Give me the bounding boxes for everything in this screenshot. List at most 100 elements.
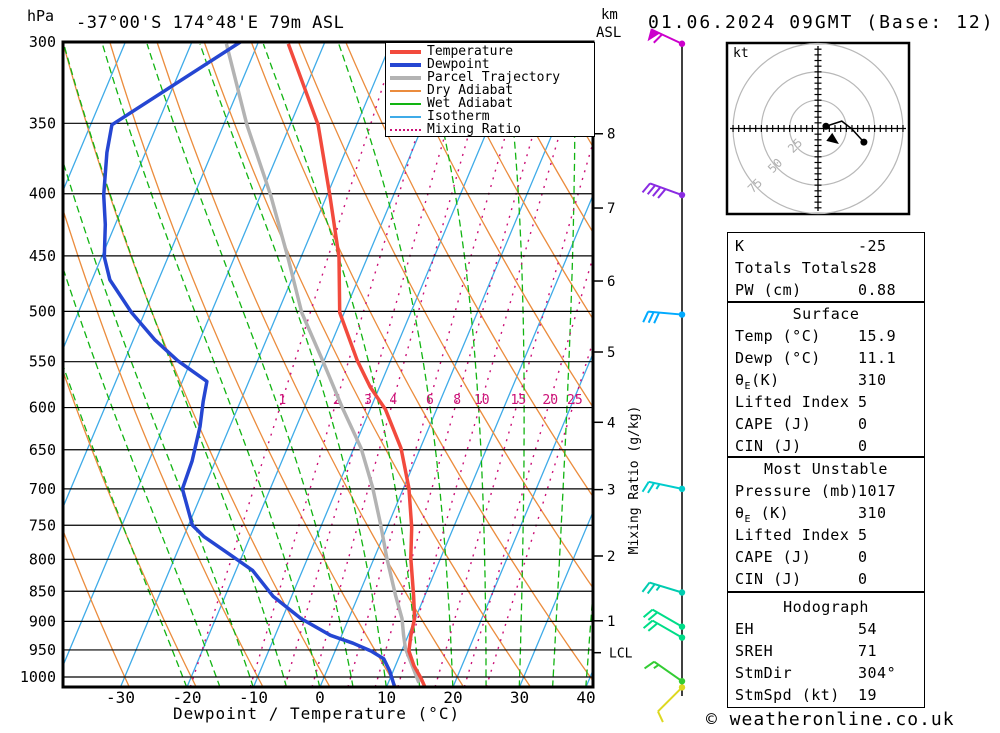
legend-item: Wet Adiabat	[386, 97, 594, 110]
table-title: Hodograph	[783, 598, 869, 616]
row-value: 28	[858, 259, 878, 277]
table-row: EH 54	[728, 618, 924, 640]
wet-adiabat-line	[101, 43, 321, 687]
most-unstable-table: Most Unstable Pressure (mb) 1017 θE (K) 31…	[727, 457, 925, 592]
isotherm-line	[252, 42, 525, 687]
mixing-ratio-line	[463, 254, 593, 687]
hodograph-table: Hodograph EH 54 SREH 71 StmDir 304° StmSpd …	[727, 592, 925, 708]
pressure-tick-label: 650	[29, 441, 56, 459]
wet-adiabat-line	[63, 266, 221, 687]
mixing-ratio-value-label: 4	[389, 393, 397, 408]
pressure-tick-label: 1000	[20, 668, 56, 686]
table-row: Lifted Index 5	[728, 524, 924, 546]
wind-barb	[641, 480, 686, 494]
row-value: 0	[858, 437, 868, 455]
legend-item: Dry Adiabat	[386, 84, 594, 97]
table-row-theta-e: θE(K) 310	[728, 369, 924, 392]
temperature-tick-label: -20	[173, 688, 202, 707]
wet-adiabat-line	[503, 43, 525, 687]
theta-symbol: θ	[735, 371, 745, 389]
dry-adiabat-line	[486, 42, 593, 234]
temperature-tick-label: 30	[510, 688, 529, 707]
wet-adiabat-line	[338, 43, 454, 687]
wet-adiabat-line	[63, 43, 288, 687]
temperature-tick-label: -10	[239, 688, 268, 707]
legend-swatch-temperature	[390, 49, 421, 54]
dry-adiabat-line	[63, 207, 264, 687]
pressure-tick-label: 550	[29, 353, 56, 371]
pressure-tick-label: 950	[29, 641, 56, 659]
row-label: StmSpd (kt)	[735, 686, 840, 704]
dry-adiabat-line	[439, 42, 593, 321]
km-tick-label: 4	[607, 415, 615, 431]
pressure-tick-label: 450	[29, 247, 56, 265]
mixing-ratio-value-label: 2	[333, 393, 341, 408]
row-label: Pressure (mb)	[735, 482, 859, 500]
row-value: 0	[858, 548, 868, 566]
pressure-tick-label: 800	[29, 550, 56, 568]
isotherm-line	[63, 42, 126, 193]
row-value: 5	[858, 393, 868, 411]
pressure-tick-label: 850	[29, 582, 56, 600]
isotherm-line	[385, 193, 593, 687]
legend-label: Temperature	[427, 44, 514, 59]
row-value: 0	[858, 570, 868, 588]
table-row: Totals Totals 28	[728, 257, 924, 279]
mixing-ratio-value-label: 10	[474, 393, 490, 408]
wet-adiabat-line	[421, 43, 487, 687]
row-label: K	[735, 237, 745, 255]
table-row: K -25	[728, 235, 924, 257]
dry-adiabat-line	[345, 42, 593, 498]
wind-barb	[641, 182, 686, 199]
x-axis-title: Dewpoint / Temperature (°C)	[173, 704, 461, 723]
km-tick-label: 7	[607, 201, 615, 217]
wet-adiabat-line	[551, 43, 576, 687]
theta-subscript: E	[744, 514, 752, 525]
legend-label: Isotherm	[427, 109, 490, 124]
legend-swatch-wet-adiabat	[390, 102, 421, 105]
isotherm-line	[518, 510, 593, 687]
pressure-tick-label: 750	[29, 516, 56, 534]
row-value: 304°	[858, 664, 897, 682]
mixing-ratio-value-label: 1	[278, 393, 286, 408]
dry-adiabat-line	[392, 42, 593, 409]
mixing-ratio-line	[284, 42, 473, 687]
km-tick-label: 1	[607, 614, 615, 630]
table-row: CAPE (J) 0	[728, 546, 924, 568]
row-label: Lifted Index	[735, 526, 850, 544]
temperature-tick-label: 20	[443, 688, 462, 707]
dry-adiabat-line	[156, 42, 465, 687]
background-lines	[63, 42, 593, 687]
temperature-curve	[286, 43, 427, 687]
table-row: StmSpd (kt) 19	[728, 684, 924, 706]
legend-swatch-dry-adiabat	[390, 89, 421, 92]
pressure-tick-label: 600	[29, 399, 56, 417]
wind-barb	[641, 581, 686, 596]
mixing-ratio-line	[397, 42, 588, 687]
km-tick-label: 8	[607, 127, 615, 143]
row-value: 54	[858, 620, 878, 638]
wind-barb	[643, 660, 686, 685]
pressure-tick-label: 300	[29, 33, 56, 51]
pressure-tick-label: 900	[29, 612, 56, 630]
temperature-tick-label: -30	[106, 688, 135, 707]
mixing-ratio-line	[347, 42, 533, 687]
mixing-ratio-axis-label: Mixing Ratio (g/kg)	[627, 405, 642, 555]
row-value: 15.9	[858, 327, 897, 345]
pressure-tick-label: 500	[29, 302, 56, 320]
table-row: Lifted Index 5	[728, 391, 924, 413]
table-row-theta-e: θE (K) 310	[728, 502, 924, 525]
mixing-ratio-line	[485, 338, 593, 687]
legend-item: Parcel Trajectory	[386, 71, 594, 84]
skewt-root: 1 2 3 4 6 8 10 15 20 2530035040045050055060065070…	[20, 28, 911, 723]
isotherm-line	[319, 42, 592, 687]
storm-motion-arrow	[826, 132, 839, 144]
stats-table: K -25 Totals Totals 28 PW (cm) 0.88	[727, 232, 925, 302]
table-row: StmDir 304°	[728, 662, 924, 684]
row-label: CAPE (J)	[735, 548, 812, 566]
hodograph-trace-dot	[822, 122, 830, 130]
legend-label: Parcel Trajectory	[427, 70, 561, 85]
wet-adiabat-line	[146, 43, 354, 687]
row-label: Temp (°C)	[735, 327, 821, 345]
